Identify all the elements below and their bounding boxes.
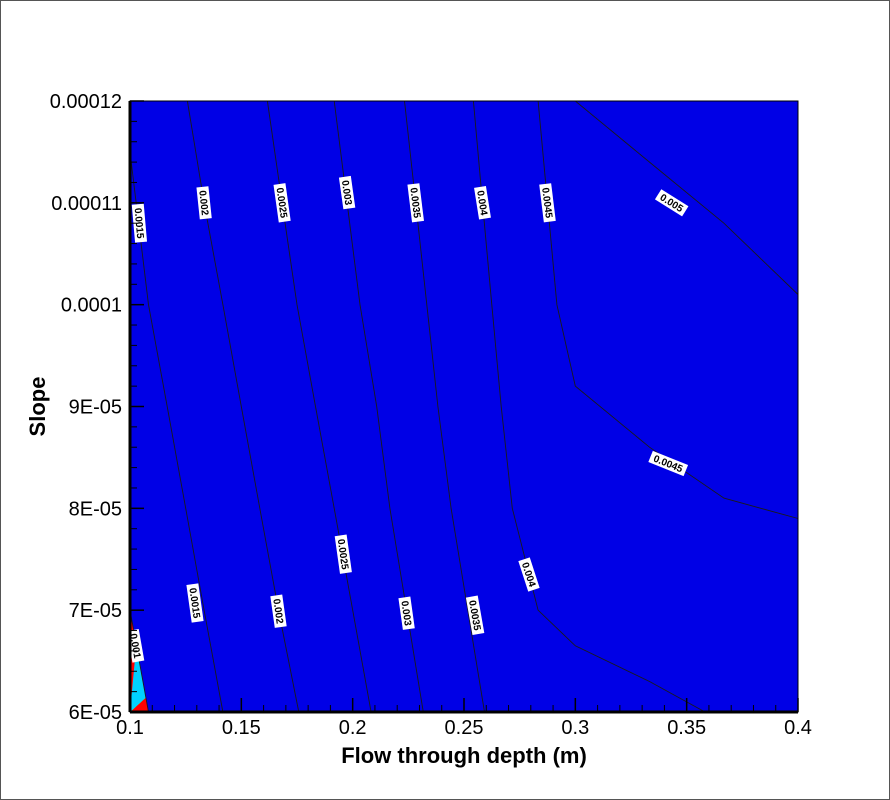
contour-label-text: 0.0035	[466, 599, 482, 631]
y-tick-label: 7E-05	[69, 600, 122, 622]
x-tick-label: 0.1	[116, 717, 144, 739]
contour-label-bg	[465, 595, 485, 636]
contour-label-bg	[518, 557, 540, 592]
y-tick-label: 8E-05	[69, 498, 122, 520]
contour-label-text: 0.003	[339, 180, 353, 207]
contour-label: 0.0035	[407, 183, 424, 223]
contour-line	[129, 151, 224, 713]
x-tick-label: 0.35	[667, 717, 706, 739]
contour-label-text: 0.002	[196, 190, 210, 216]
contour-label: 0.0035	[465, 595, 485, 636]
contour-label: 0.002	[270, 594, 287, 628]
y-tick-label: 0.00012	[50, 91, 122, 113]
x-tick-label: 0.4	[784, 717, 812, 739]
y-tick-label: 9E-05	[69, 397, 122, 419]
contour-label-text: 0.0025	[335, 538, 350, 570]
contour-fills	[130, 101, 798, 712]
x-axis-title: Flow through depth (m)	[341, 743, 587, 768]
contour-label: 0.0025	[334, 534, 352, 574]
contour-band	[130, 101, 798, 712]
contour-label-bg	[186, 583, 204, 623]
y-tick-label: 0.00011	[51, 193, 122, 215]
contour-label: 0.0015	[131, 203, 148, 243]
contour-label: 0.004	[474, 186, 491, 220]
contour-label: 0.0025	[273, 183, 291, 223]
y-tick-label: 6E-05	[69, 702, 122, 724]
y-axis-title: Slope	[25, 377, 50, 437]
contour-label-bg	[407, 183, 424, 223]
contour-label-bg	[539, 183, 556, 223]
contour-label: 0.003	[398, 596, 415, 630]
y-tick-label: 0.0001	[61, 295, 122, 317]
contour-label-text: 0.0025	[274, 187, 289, 219]
contour-line	[472, 100, 706, 713]
contour-label-bg	[654, 189, 689, 217]
contour-label-bg	[270, 594, 287, 628]
contour-label: 0.0015	[186, 583, 204, 623]
x-tick-label: 0.25	[445, 717, 484, 739]
contour-label-bg	[196, 186, 212, 220]
contour-label-text: 0.0035	[407, 187, 422, 219]
contour-label-text: 0.0045	[539, 187, 554, 219]
contour-label: 0.0045	[539, 183, 556, 223]
contour-label-bg	[131, 203, 148, 243]
x-tick-label: 0.15	[222, 717, 261, 739]
contour-label-bg	[273, 183, 291, 223]
contour-label-bg	[398, 596, 415, 630]
contour-label-text: 0.0015	[186, 587, 201, 619]
contour-label: 0.002	[196, 186, 212, 220]
contour-label: 0.003	[338, 175, 356, 210]
contour-label-bg	[334, 534, 352, 574]
contour-label-bg	[648, 450, 689, 477]
contour-label-text: 0.004	[474, 190, 489, 217]
x-tick-label: 0.2	[339, 717, 367, 739]
contour-label-bg	[338, 175, 356, 210]
contour-label-text: 0.003	[398, 600, 412, 627]
axes: 0.1 0.15 0.2 0.25 0.3 0.35 0.4 6E-05 7E-05 8E-05 9…	[50, 91, 812, 739]
contour-label-text: 0.0015	[132, 208, 146, 240]
contour-label-bg	[474, 186, 491, 220]
x-tick-label: 0.3	[561, 717, 589, 739]
contour-labels: 0.0015 0.002 0.0025 0.003 0.0035 0.004 0.0045 0…	[126, 175, 689, 663]
contour-label-text: 0.002	[270, 598, 284, 625]
contour-line	[575, 100, 799, 295]
